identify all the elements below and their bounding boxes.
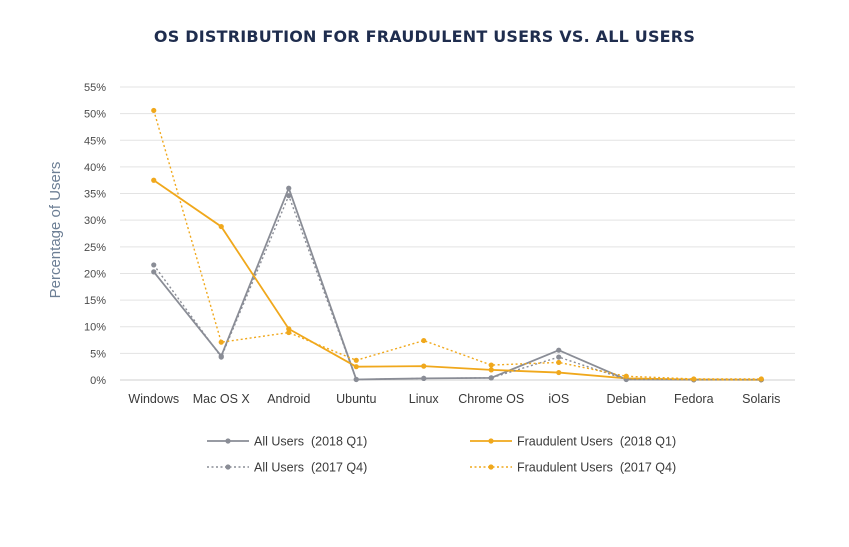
x-tick-label: Android [267, 392, 310, 406]
y-tick-label: 30% [84, 215, 106, 227]
data-point [488, 367, 494, 373]
y-tick-label: 40% [84, 162, 106, 174]
data-point [151, 269, 157, 275]
y-tick-label: 45% [84, 135, 106, 147]
data-point [151, 107, 157, 114]
data-point [623, 373, 629, 379]
data-point [218, 354, 224, 360]
series-line [153, 110, 762, 380]
series-line [153, 179, 762, 381]
legend-swatch-point [488, 438, 494, 444]
data-point [758, 376, 764, 382]
data-point [488, 362, 494, 368]
x-tick-label: Debian [606, 392, 646, 406]
data-point [488, 375, 494, 381]
data-point [218, 339, 224, 345]
y-axis-label: Percentage of Users [47, 162, 64, 299]
data-point [353, 376, 359, 383]
series-line [153, 185, 762, 381]
data-point [151, 262, 157, 268]
data-point [218, 223, 224, 230]
legend-entry: Fraudulent Users (2018 Q1) [470, 435, 676, 449]
x-tick-label: Mac OS X [193, 392, 251, 406]
chart-title: OS DISTRIBUTION FOR FRAUDULENT USERS VS.… [153, 27, 696, 46]
data-point [286, 193, 292, 199]
y-tick-labels: 0% 5% 10% 15% 20% 25% 30% 35% 40% 45% 50% 55% [84, 82, 106, 387]
data-point [421, 363, 427, 369]
series-4 [151, 107, 764, 382]
x-tick-label: Windows [128, 392, 179, 406]
data-point [286, 326, 292, 332]
x-tick-labels: Windows Mac OS X Android Ubuntu Linux Chrome … [128, 392, 780, 406]
data-point [286, 185, 292, 191]
legend-swatch-point [225, 464, 231, 470]
x-tick-label: Ubuntu [336, 392, 376, 406]
legend: All Users (2018 Q1) Fraudulent Users (201… [207, 435, 676, 475]
y-tick-label: 10% [84, 322, 106, 334]
legend-entry: All Users (2017 Q4) [207, 461, 367, 475]
data-point [286, 329, 292, 336]
y-tick-label: 20% [84, 268, 106, 280]
series-line [153, 193, 762, 381]
legend-label: All Users (2017 Q4) [254, 461, 367, 475]
y-tick-label: 0% [90, 375, 106, 387]
legend-swatch-point [225, 438, 231, 444]
data-point [691, 376, 697, 382]
legend-label: All Users (2018 Q1) [254, 435, 367, 449]
x-tick-label: Linux [409, 392, 440, 406]
series-1 [151, 185, 764, 383]
x-tick-label: iOS [548, 392, 569, 406]
grid-layer [120, 86, 795, 381]
data-point [556, 354, 562, 360]
y-tick-label: 15% [84, 295, 106, 307]
y-tick-label: 25% [84, 242, 106, 254]
data-point [556, 347, 562, 353]
series-3 [151, 193, 764, 383]
legend-label: Fraudulent Users (2017 Q4) [517, 461, 676, 475]
series-2 [151, 177, 764, 383]
y-tick-label: 5% [90, 348, 106, 360]
data-point [556, 359, 562, 366]
legend-entry: Fraudulent Users (2017 Q4) [470, 461, 676, 475]
data-point [353, 364, 359, 370]
x-tick-label: Chrome OS [458, 392, 524, 406]
data-point [421, 337, 427, 344]
legend-label: Fraudulent Users (2018 Q1) [517, 435, 676, 449]
legend-entry: All Users (2018 Q1) [207, 435, 367, 449]
y-tick-label: 50% [84, 109, 106, 121]
x-tick-label: Fedora [674, 392, 714, 406]
y-tick-label: 55% [84, 82, 106, 94]
data-point [353, 357, 359, 363]
data-point [151, 177, 157, 183]
x-tick-label: Solaris [742, 392, 780, 406]
series-layer [151, 107, 764, 383]
legend-swatch-point [488, 464, 494, 470]
data-point [421, 375, 427, 382]
y-tick-label: 35% [84, 189, 106, 201]
data-point [556, 369, 562, 376]
